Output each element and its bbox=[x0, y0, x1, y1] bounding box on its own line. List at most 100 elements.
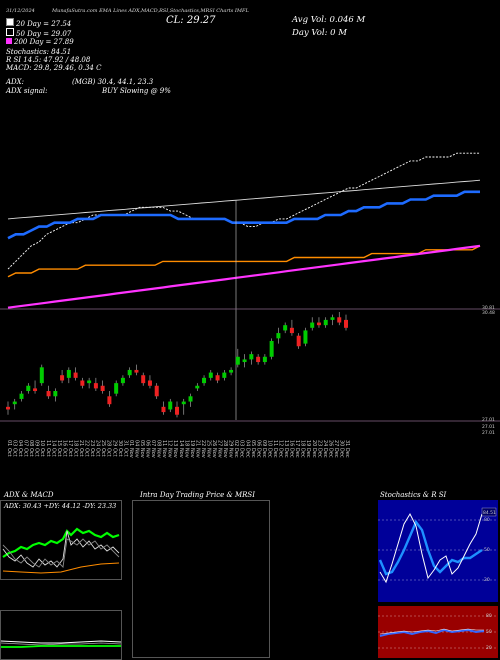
candle-body bbox=[235, 356, 240, 365]
candle bbox=[344, 314, 348, 331]
candle bbox=[73, 367, 78, 381]
candle-body bbox=[222, 372, 227, 378]
candle-body bbox=[175, 406, 179, 415]
candle-body bbox=[46, 391, 51, 397]
adx-macd-title: ADX & MACD bbox=[4, 491, 54, 499]
candle bbox=[276, 327, 281, 344]
x-tick-label: 31 Dec bbox=[344, 440, 350, 458]
candle-body bbox=[283, 325, 288, 331]
candle bbox=[289, 319, 294, 336]
candle-body bbox=[316, 322, 321, 326]
candle bbox=[114, 380, 119, 397]
x-tick-label: 23 Dec bbox=[316, 440, 322, 458]
candle bbox=[12, 398, 17, 410]
avg-volume: Avg Vol: 0.046 M bbox=[292, 15, 366, 25]
mrsi-lines: 80 50 20 bbox=[378, 613, 498, 651]
adx-orange-line bbox=[2, 562, 120, 574]
mrsi-panel: 80 50 20 bbox=[378, 606, 498, 658]
candle-body bbox=[229, 369, 234, 373]
candle bbox=[310, 317, 315, 331]
x-tick-label: 13 Nov bbox=[172, 440, 178, 458]
candle bbox=[337, 312, 342, 326]
ema100-line bbox=[7, 179, 481, 220]
adx-signal: BUY Slowing @ 9% bbox=[102, 87, 171, 95]
x-tick-label: 09 Dec bbox=[261, 440, 267, 458]
x-tick-label: 21 Nov bbox=[194, 440, 200, 458]
candle-body bbox=[161, 406, 166, 413]
date-label: 31/12/2024 bbox=[6, 8, 35, 14]
macd-signal-line bbox=[0, 642, 122, 646]
macd-value: MACD: 29.8, 29.46, 0.34 C bbox=[6, 64, 102, 72]
x-tick-label: 18 Dec bbox=[300, 440, 306, 458]
candle bbox=[6, 401, 10, 415]
candle-body bbox=[114, 383, 119, 394]
x-tick-label: 30 Dec bbox=[338, 440, 344, 458]
x-tick-label: 24 Oct bbox=[95, 440, 101, 457]
x-tick-label: 27 Nov bbox=[217, 440, 223, 458]
adx-minus-line bbox=[2, 538, 120, 568]
x-tick-label: 22 Nov bbox=[200, 440, 206, 458]
candle-body bbox=[256, 356, 261, 363]
candle bbox=[141, 372, 146, 386]
candle bbox=[249, 351, 254, 365]
candle-body bbox=[60, 375, 65, 381]
x-tick-label: 25 Oct bbox=[100, 440, 106, 457]
x-tick-label: 19 Nov bbox=[189, 440, 195, 458]
x-tick-label: 28 Nov bbox=[222, 440, 228, 458]
mrsi-white-line bbox=[379, 628, 484, 635]
stoch-level-80: 80 bbox=[484, 517, 490, 523]
candle-body bbox=[107, 396, 112, 405]
x-tick-label: 28 Oct bbox=[106, 440, 112, 457]
stoch-level-50: 50 bbox=[484, 547, 490, 553]
chart-source-title: MunafaSutra.com EMA Lines ADX,MACD,RSI,S… bbox=[52, 8, 249, 14]
adx-green-line bbox=[2, 527, 120, 558]
x-tick-label: 12 Dec bbox=[278, 440, 284, 458]
x-tick-label: 16 Oct bbox=[61, 440, 67, 457]
intraday-panel bbox=[132, 500, 270, 658]
candle-body bbox=[249, 354, 254, 360]
candle-body bbox=[87, 380, 92, 384]
mrsi-level-80: 80 bbox=[486, 613, 492, 619]
x-tick-label: 02 Dec bbox=[233, 440, 239, 458]
candle bbox=[80, 377, 85, 389]
ema200-line bbox=[7, 245, 481, 278]
ema50-line bbox=[7, 190, 480, 240]
candle bbox=[235, 348, 240, 368]
candle-body bbox=[208, 372, 213, 378]
candle bbox=[283, 322, 288, 334]
candle-body bbox=[188, 396, 193, 402]
x-tick-label: 26 Nov bbox=[211, 440, 217, 458]
candle bbox=[202, 375, 207, 386]
x-tick-label: 21 Oct bbox=[78, 440, 84, 457]
mrsi-level-50: 50 bbox=[486, 629, 492, 635]
price-bottom-label-1: 27.01 bbox=[482, 417, 495, 423]
candle bbox=[168, 398, 173, 413]
adx-panel: ADX: 30.43 +DY: 44.12 -DY: 23.33 bbox=[0, 500, 122, 580]
candle-body bbox=[262, 356, 267, 363]
candle-body bbox=[154, 385, 159, 397]
candle-body bbox=[215, 375, 220, 381]
x-tick-label: 01 Nov bbox=[128, 440, 134, 458]
candle bbox=[229, 367, 234, 376]
candle bbox=[215, 372, 220, 384]
candle bbox=[303, 327, 308, 347]
adx-label: ADX: bbox=[6, 78, 25, 86]
macd-lines bbox=[0, 640, 122, 648]
candle-body bbox=[19, 393, 24, 399]
ema-lines bbox=[7, 152, 481, 309]
main-price-chart: 01 Oct 03 Oct 04 Oct 07 Oct 08 Oct 09 Oct 10 O… bbox=[0, 152, 500, 458]
candle-body bbox=[296, 335, 301, 347]
candle bbox=[195, 383, 200, 392]
candle bbox=[323, 317, 328, 328]
price-top-label-2: 30.48 bbox=[482, 310, 495, 316]
x-tick-label: 30 Oct bbox=[117, 440, 123, 457]
x-tick-label: 10 Oct bbox=[39, 440, 45, 457]
candle bbox=[120, 375, 125, 386]
candle-body bbox=[93, 383, 98, 389]
candle-body bbox=[330, 317, 335, 320]
x-tick-label: 17 Oct bbox=[67, 440, 73, 457]
candle bbox=[330, 314, 335, 326]
x-tick-label: 04 Nov bbox=[133, 440, 139, 458]
candle-body bbox=[181, 401, 186, 405]
candle bbox=[53, 388, 58, 402]
